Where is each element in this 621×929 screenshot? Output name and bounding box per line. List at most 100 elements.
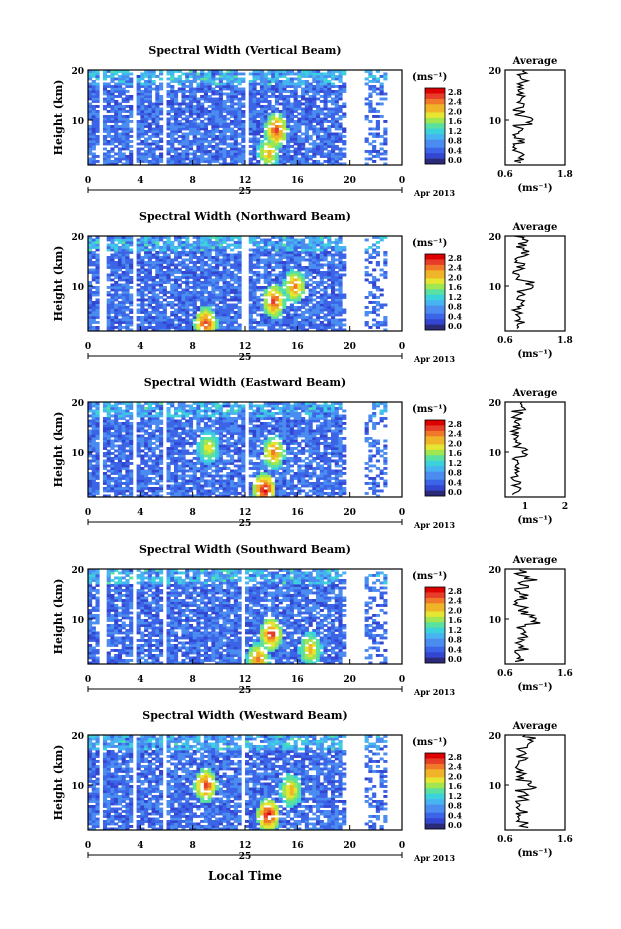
heatmap-cell — [316, 127, 321, 131]
heatmap-cell — [144, 281, 149, 284]
heatmap-cell — [159, 303, 164, 307]
heatmap-cell — [196, 130, 201, 133]
heatmap-cell — [203, 288, 209, 292]
heatmap-cell — [271, 85, 276, 88]
heatmap-cell — [271, 261, 276, 264]
heatmap-cell — [159, 261, 164, 264]
heatmap-cell — [274, 306, 280, 309]
heatmap-cell — [203, 271, 209, 274]
heatmap-cell — [166, 437, 171, 440]
heatmap-cell — [140, 263, 145, 267]
heatmap-cell — [301, 72, 306, 76]
heatmap-cell — [117, 147, 123, 151]
heatmap-cell — [95, 281, 100, 284]
heatmap-cell — [330, 110, 336, 113]
heatmap-cell — [170, 115, 175, 118]
heatmap-cell — [372, 135, 377, 138]
heatmap-cell — [181, 72, 186, 76]
heatmap-cell — [297, 323, 302, 327]
heatmap-cell — [308, 125, 313, 128]
heatmap-cell — [267, 283, 272, 287]
heatmap-cell — [218, 120, 223, 123]
heatmap-cell — [297, 150, 302, 153]
heatmap-cell — [203, 273, 209, 277]
heatmap-cell — [196, 328, 201, 332]
heatmap-cell — [88, 407, 93, 410]
heatmap-cell — [121, 137, 126, 141]
heatmap-cell — [147, 77, 152, 81]
heatmap-cell — [207, 77, 212, 81]
heatmap-cell — [155, 479, 160, 483]
heatmap-cell — [368, 157, 373, 161]
heatmap-cell — [334, 246, 339, 249]
heatmap-cell — [342, 155, 347, 158]
heatmap-cell — [301, 286, 306, 289]
heatmap-cell — [192, 112, 197, 116]
heatmap-cell — [151, 276, 156, 279]
heatmap-cell — [147, 241, 152, 244]
heatmap-cell — [192, 286, 197, 289]
heatmap-cell — [144, 286, 149, 289]
heatmap-cell — [162, 293, 167, 297]
heatmap-cell — [203, 256, 209, 259]
average-x-tick-label: 1.8 — [557, 336, 573, 346]
heatmap-cell — [151, 110, 156, 113]
heatmap-cell — [88, 494, 93, 498]
heatmap-cell — [125, 462, 130, 465]
heatmap-cell — [297, 137, 302, 141]
heatmap-cell — [106, 328, 111, 332]
heatmap-cell — [334, 273, 339, 277]
heatmap-cell — [196, 102, 201, 106]
heatmap-cell — [185, 298, 190, 302]
heatmap-cell — [256, 105, 261, 108]
heatmap-cell — [278, 150, 283, 153]
heatmap-cell — [230, 303, 235, 307]
heatmap-cell — [282, 85, 287, 88]
heatmap-cell — [102, 474, 108, 478]
colorbar-segment — [425, 88, 445, 92]
heatmap-cell — [151, 298, 156, 302]
heatmap-cell — [330, 92, 336, 96]
heatmap-cell — [117, 326, 123, 329]
date-label: Apr 2013 — [413, 188, 456, 198]
heatmap-cell — [114, 248, 119, 252]
heatmap-cell — [192, 135, 197, 138]
heatmap-cell — [177, 328, 182, 332]
heatmap-cell — [323, 288, 328, 292]
heatmap-cell — [226, 273, 231, 277]
heatmap-cell — [155, 447, 160, 450]
heatmap-cell — [338, 248, 343, 252]
heatmap-cell — [106, 442, 111, 445]
heatmap-cell — [256, 90, 261, 93]
heatmap-cell — [289, 145, 294, 148]
heatmap-cell — [181, 236, 186, 239]
heatmap-cell — [181, 328, 186, 332]
heatmap-cell — [293, 286, 298, 289]
heatmap-cell — [102, 419, 108, 423]
heatmap-cell — [215, 313, 220, 317]
heatmap-cell — [267, 80, 272, 83]
heatmap-cell — [259, 120, 265, 123]
heatmap-cell — [144, 256, 149, 259]
heatmap-cell — [136, 130, 141, 133]
heatmap-cell — [304, 157, 309, 161]
heatmap-cell — [121, 90, 126, 93]
heatmap-cell — [151, 70, 156, 73]
heatmap-cell — [196, 296, 201, 299]
heatmap-cell — [185, 313, 190, 317]
heatmap-cell — [282, 283, 287, 287]
heatmap-cell — [170, 427, 175, 430]
heatmap-cell — [144, 412, 149, 415]
heatmap-cell — [252, 70, 257, 73]
x-tick-label: 16 — [291, 342, 304, 352]
heatmap-cell — [121, 434, 126, 438]
heatmap-cell — [226, 155, 231, 158]
heatmap-cell — [173, 487, 179, 490]
heatmap-cell — [91, 464, 96, 468]
heatmap-cell — [147, 318, 152, 322]
heatmap-cell — [159, 326, 164, 329]
heatmap-cell — [88, 95, 93, 98]
heatmap-cell — [226, 236, 231, 239]
heatmap-cell — [155, 407, 160, 410]
heatmap-cell — [162, 321, 167, 324]
